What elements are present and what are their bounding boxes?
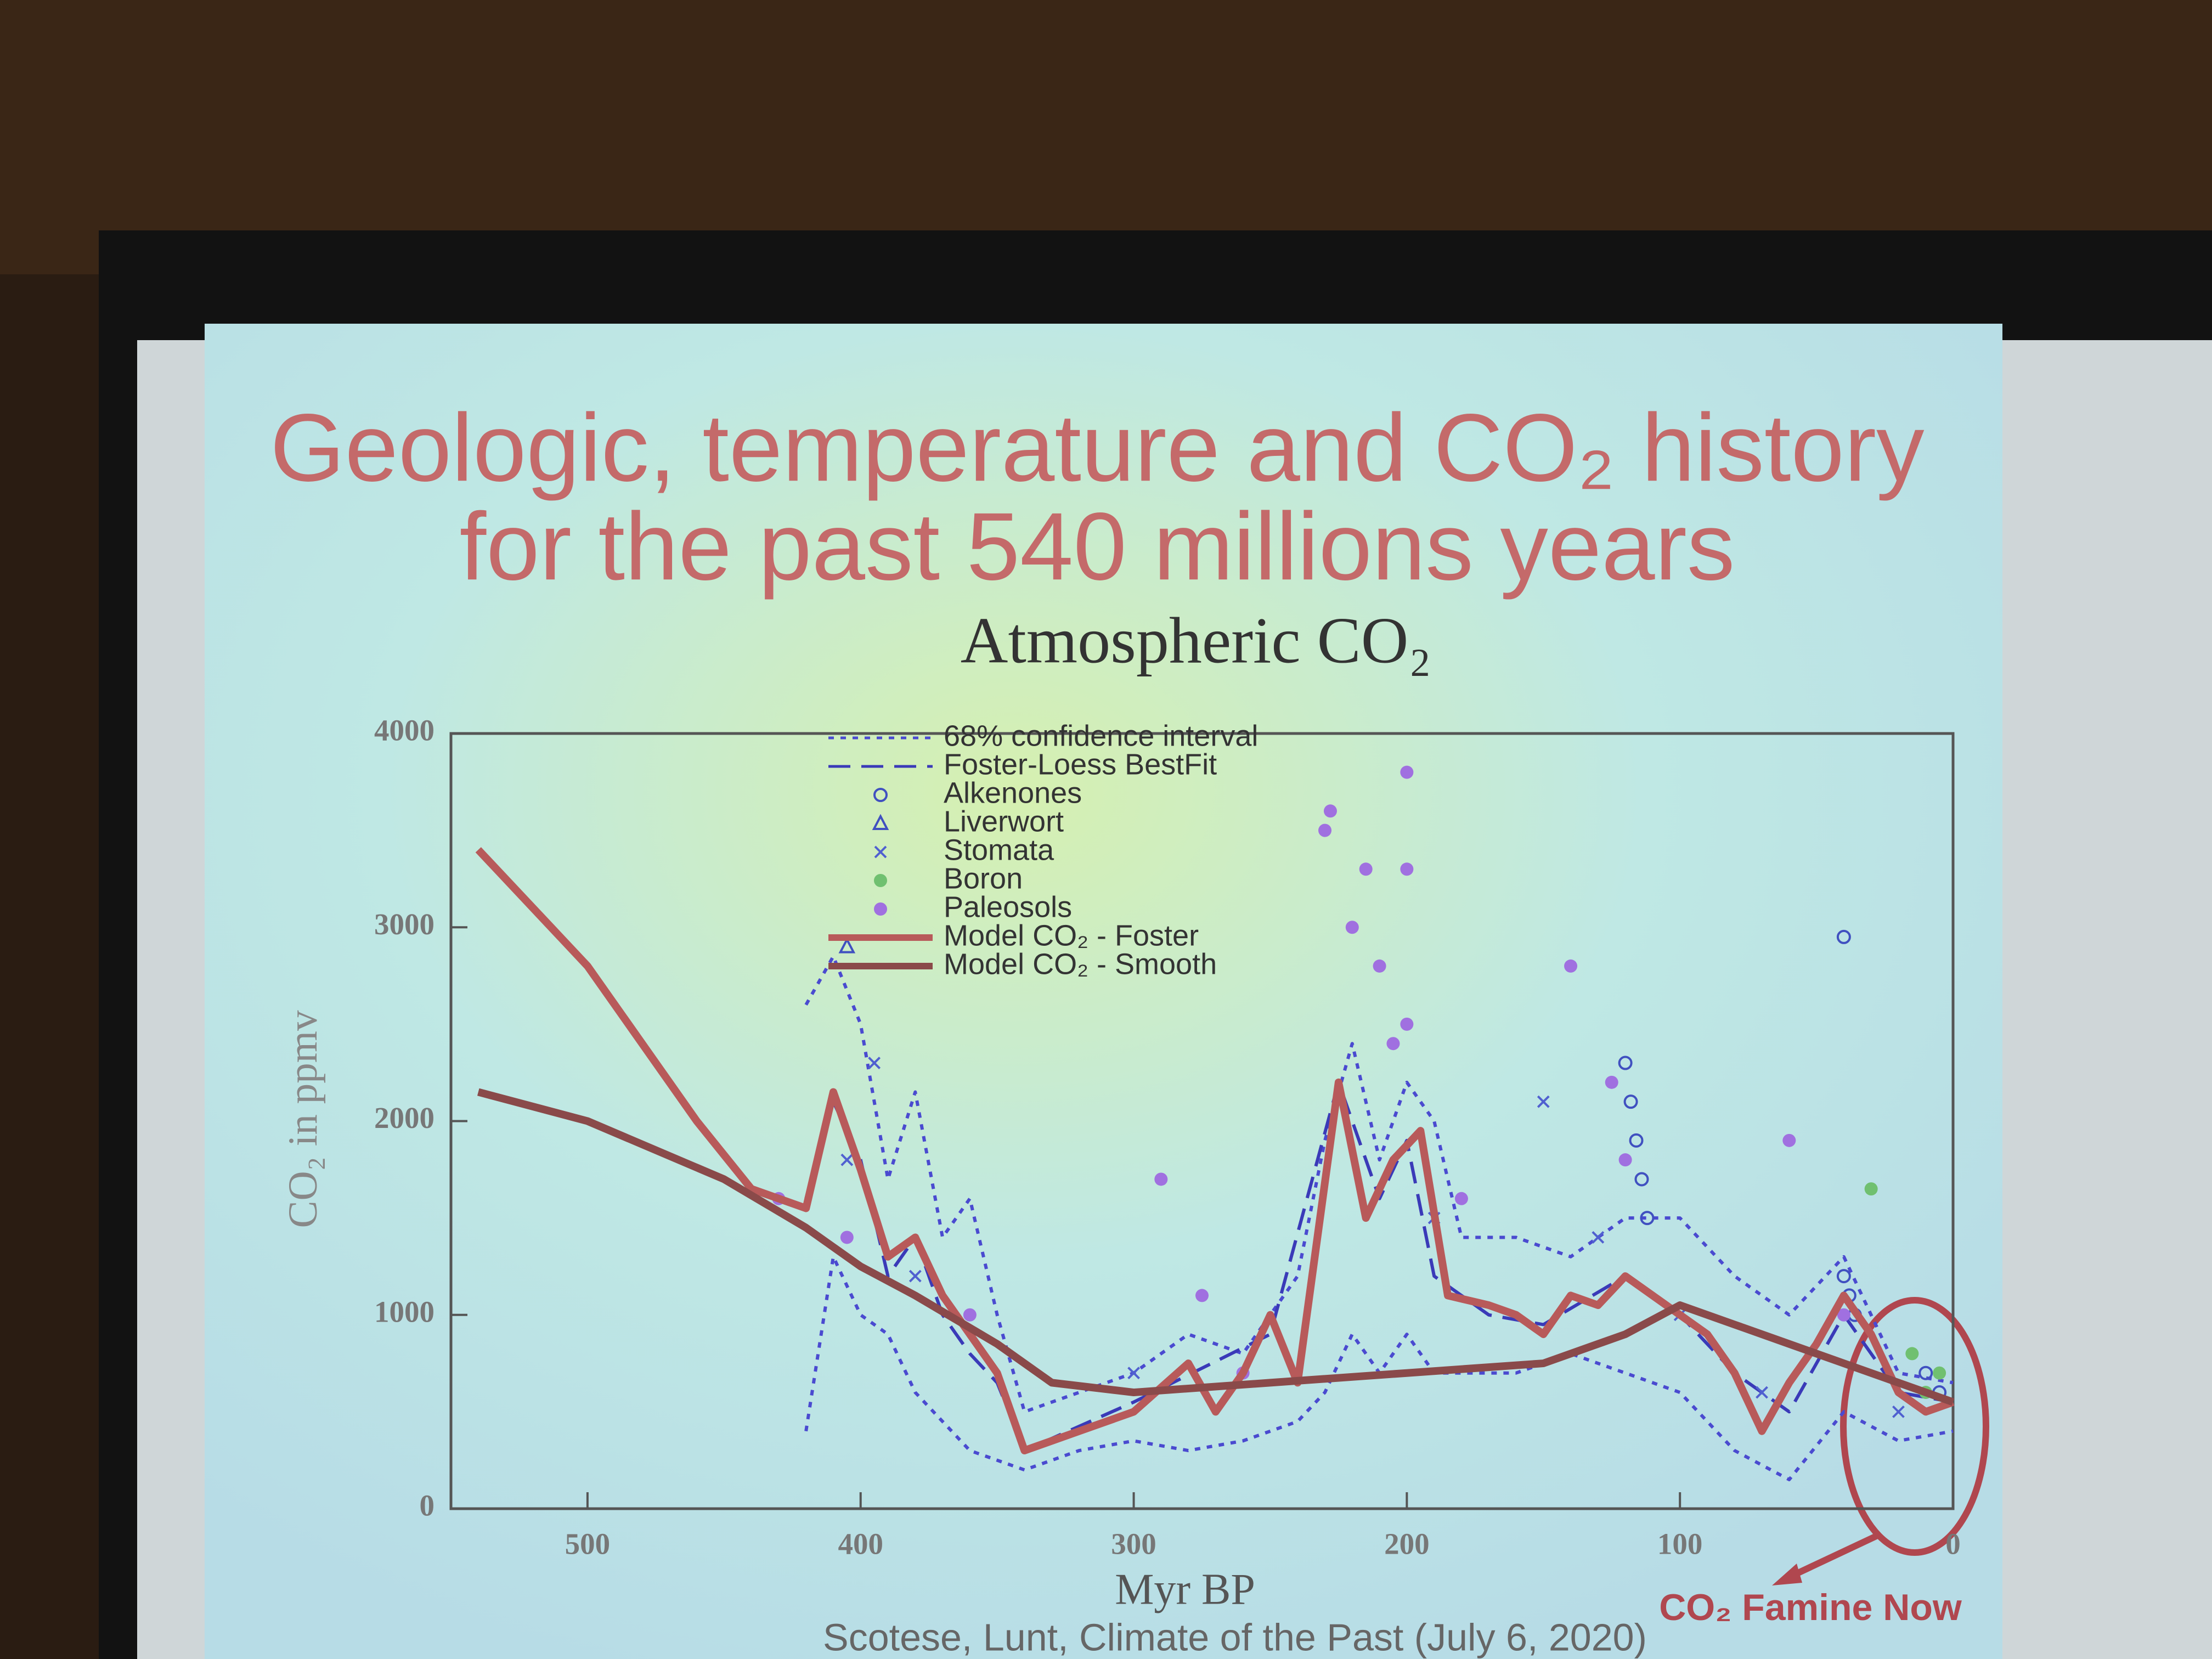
point	[1345, 921, 1359, 934]
point	[1623, 1094, 1638, 1109]
legend-swatch	[874, 874, 887, 887]
series-line	[477, 1088, 1955, 1406]
legend-label: Paleosols	[944, 890, 1072, 923]
point	[1373, 959, 1386, 973]
highlight-ellipse	[1840, 1297, 1989, 1556]
legend-swatch	[874, 902, 887, 916]
point	[1195, 1289, 1209, 1302]
point	[1640, 1211, 1655, 1226]
arrowhead	[1772, 1564, 1802, 1585]
point	[1756, 1386, 1768, 1399]
y-tick-label: 1000	[374, 1295, 435, 1328]
x-tick-label: 100	[1657, 1527, 1703, 1561]
legend-swatch	[874, 845, 887, 859]
point	[838, 937, 856, 953]
point	[1629, 1133, 1644, 1148]
y-tick-label: 3000	[374, 907, 435, 941]
point	[1400, 862, 1414, 876]
slide-title: for the past 540 millions years	[460, 493, 1735, 600]
point	[868, 1057, 881, 1069]
y-axis-label: CO₂ in ppmv	[280, 1010, 326, 1228]
y-tick-label: 2000	[374, 1101, 435, 1135]
point	[1454, 1192, 1468, 1205]
point	[1634, 1172, 1649, 1187]
point	[1323, 804, 1337, 818]
x-tick-label: 400	[838, 1527, 883, 1561]
legend-label: Alkenones	[944, 776, 1082, 809]
point	[1359, 862, 1373, 876]
legend-swatch	[872, 814, 889, 830]
series-line	[804, 1080, 1954, 1453]
y-tick-label: 0	[420, 1489, 435, 1522]
point	[1318, 823, 1332, 837]
x-tick-label: 300	[1111, 1527, 1156, 1561]
point	[1836, 929, 1851, 944]
point	[1864, 1182, 1878, 1196]
annotation: CO₂ Famine Now	[1659, 1587, 1962, 1628]
x-tick-label: 500	[565, 1527, 611, 1561]
point	[1618, 1056, 1633, 1070]
legend-label: Boron	[944, 862, 1023, 895]
legend-label: 68% confidence interval	[944, 719, 1258, 752]
legend-label: Liverwort	[944, 805, 1064, 838]
point	[1618, 1153, 1632, 1167]
point	[1918, 1365, 1933, 1380]
y-tick-label: 4000	[374, 714, 435, 747]
legend-label: Model CO₂ - Foster	[944, 919, 1199, 952]
point	[840, 1231, 854, 1244]
point	[1892, 1405, 1905, 1418]
legend-label: Model CO₂ - Smooth	[944, 947, 1217, 980]
x-tick-label: 0	[1945, 1527, 1961, 1561]
ceiling	[0, 0, 2212, 274]
point	[1386, 1037, 1400, 1051]
point	[1400, 765, 1414, 779]
point	[1837, 1308, 1850, 1322]
x-tick-label: 200	[1384, 1527, 1430, 1561]
point	[1605, 1075, 1618, 1089]
point	[1933, 1366, 1946, 1380]
point	[1782, 1133, 1796, 1147]
source: Scotese, Lunt, Climate of the Past (July…	[823, 1616, 1647, 1658]
point	[1537, 1095, 1550, 1108]
point	[1400, 1017, 1414, 1031]
chart-title: Atmospheric CO₂	[961, 604, 1431, 677]
slide-title: Geologic, temperature and CO₂ history	[270, 394, 1925, 501]
x-axis-label: Myr BP	[1115, 1565, 1255, 1613]
point	[1127, 1367, 1140, 1380]
legend-swatch	[873, 788, 888, 802]
slide	[205, 324, 2002, 1659]
point	[963, 1308, 977, 1322]
series-line	[475, 847, 1955, 1455]
legend-label: Foster-Loess BestFit	[944, 748, 1217, 781]
point	[840, 1153, 854, 1166]
point	[1592, 1231, 1605, 1244]
point	[909, 1269, 922, 1283]
point	[1905, 1347, 1919, 1361]
series-line	[804, 955, 1954, 1414]
point	[1564, 959, 1578, 973]
legend-label: Stomata	[944, 833, 1054, 866]
point	[1836, 1269, 1851, 1284]
point	[1154, 1172, 1168, 1186]
